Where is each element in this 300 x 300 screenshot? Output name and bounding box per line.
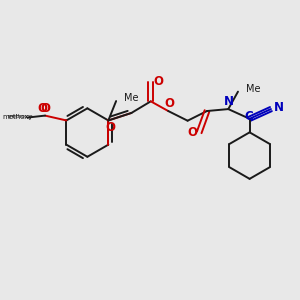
Text: O: O [40, 102, 50, 115]
Text: N: N [274, 100, 284, 114]
Text: methoxy: methoxy [8, 114, 32, 119]
Text: O: O [37, 102, 47, 115]
Text: C: C [244, 110, 253, 123]
Text: Me: Me [124, 93, 138, 103]
Text: N: N [224, 95, 234, 108]
Text: O: O [105, 121, 115, 134]
Text: methoxy: methoxy [3, 114, 33, 120]
Text: Me: Me [246, 84, 260, 94]
Text: O: O [164, 97, 174, 110]
Text: O: O [188, 126, 197, 139]
Text: O: O [154, 76, 164, 88]
